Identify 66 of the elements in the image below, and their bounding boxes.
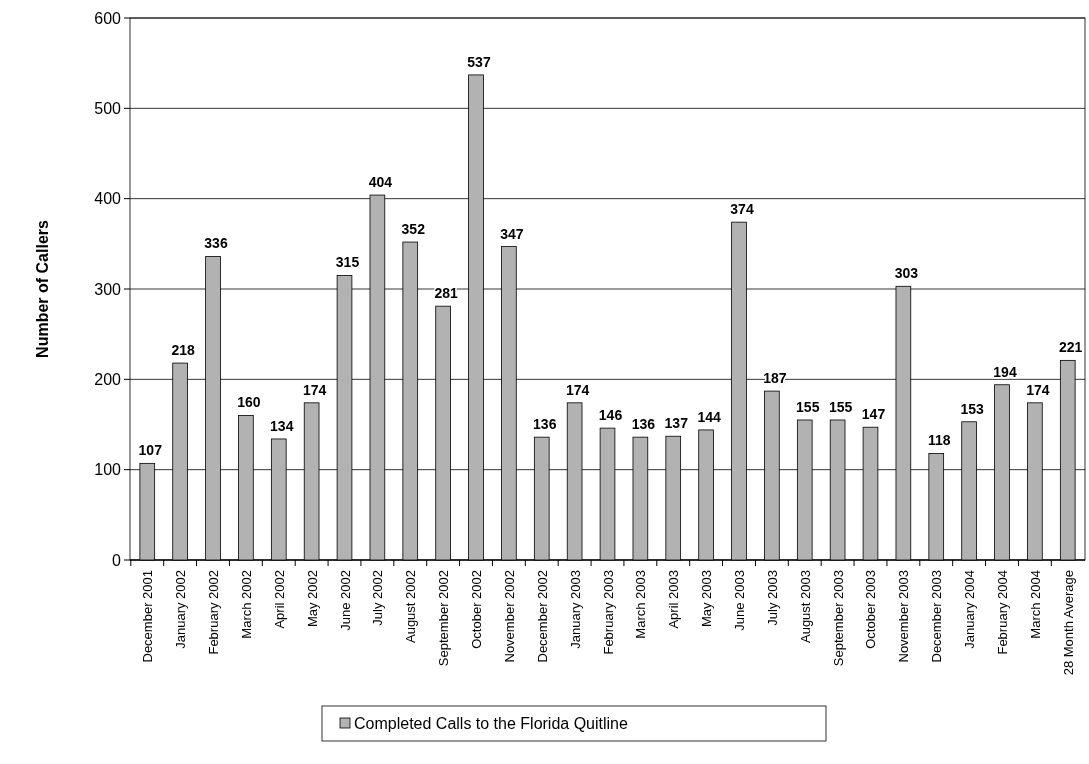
x-tick-label: January 2003 bbox=[567, 570, 583, 649]
x-tick-label: June 2003 bbox=[732, 570, 747, 631]
data-label: 174 bbox=[302, 381, 327, 398]
x-tick-label: March 2004 bbox=[1027, 570, 1043, 639]
data-label: 147 bbox=[861, 406, 886, 423]
x-tick-label: April 2002 bbox=[271, 570, 287, 629]
x-tick-label: August 2002 bbox=[403, 570, 419, 644]
data-label: 315 bbox=[335, 254, 360, 271]
y-tick-label: 100 bbox=[94, 461, 122, 479]
data-label: 174 bbox=[565, 381, 590, 398]
x-tick-label: April 2003 bbox=[666, 570, 682, 629]
data-label: 347 bbox=[500, 225, 524, 242]
data-label: 118 bbox=[927, 432, 951, 449]
data-label: 107 bbox=[138, 442, 163, 459]
x-tick-label: January 2004 bbox=[962, 570, 978, 649]
x-tick-label: June 2002 bbox=[337, 570, 353, 631]
x-tick-label: October 2003 bbox=[863, 570, 879, 649]
x-tick-label: July 2003 bbox=[764, 570, 780, 626]
y-tick-label: 600 bbox=[94, 9, 122, 27]
data-label: 218 bbox=[171, 342, 196, 359]
data-label: 281 bbox=[434, 285, 459, 302]
x-tick-label: September 2002 bbox=[436, 570, 452, 667]
data-label: 136 bbox=[631, 416, 656, 433]
x-tick-label: December 2001 bbox=[140, 570, 156, 663]
x-tick-label: December 2003 bbox=[929, 570, 945, 663]
data-label: 194 bbox=[993, 363, 1017, 380]
data-label: 153 bbox=[960, 400, 985, 417]
x-tick-label: December 2002 bbox=[534, 570, 550, 663]
x-tick-label: November 2003 bbox=[896, 570, 912, 663]
x-tick-label: February 2003 bbox=[600, 570, 616, 655]
x-tick-label: May 2003 bbox=[699, 570, 715, 628]
data-label: 144 bbox=[697, 408, 722, 425]
legend-label: Completed Calls to the Florida Quitline bbox=[354, 714, 629, 732]
x-tick-label: May 2002 bbox=[304, 570, 320, 628]
y-tick-label: 300 bbox=[94, 280, 122, 298]
data-label: 537 bbox=[467, 53, 491, 70]
x-tick-label: September 2003 bbox=[830, 570, 846, 667]
data-label: 404 bbox=[368, 174, 393, 191]
y-tick-label: 200 bbox=[94, 370, 122, 388]
x-tick-label: July 2002 bbox=[370, 570, 386, 626]
y-tick-label: 0 bbox=[112, 551, 122, 569]
x-tick-label: February 2004 bbox=[994, 570, 1010, 655]
x-tick-label: October 2002 bbox=[469, 570, 484, 649]
data-label: 221 bbox=[1059, 339, 1083, 356]
x-tick-label: November 2002 bbox=[501, 570, 517, 663]
data-label: 155 bbox=[828, 398, 853, 415]
x-tick-label: January 2002 bbox=[173, 570, 189, 649]
data-label: 160 bbox=[237, 394, 261, 411]
data-label: 374 bbox=[730, 201, 754, 218]
data-label: 336 bbox=[204, 235, 228, 252]
x-tick-label: February 2002 bbox=[206, 570, 222, 655]
data-label: 146 bbox=[598, 407, 623, 424]
x-tick-label: March 2002 bbox=[238, 570, 254, 639]
data-label: 136 bbox=[533, 416, 557, 433]
x-tick-label: 28 Month Average bbox=[1060, 570, 1076, 676]
data-label: 303 bbox=[894, 265, 919, 282]
data-label: 352 bbox=[401, 221, 426, 238]
data-label: 137 bbox=[664, 415, 689, 432]
data-label: 155 bbox=[796, 398, 820, 415]
y-tick-label: 500 bbox=[94, 99, 122, 117]
data-label: 134 bbox=[270, 417, 294, 434]
x-tick-label: August 2003 bbox=[797, 570, 813, 644]
x-tick-label: March 2003 bbox=[633, 570, 649, 639]
y-axis-title: Number of Callers bbox=[34, 219, 51, 358]
data-label: 174 bbox=[1026, 381, 1050, 398]
y-tick-label: 400 bbox=[94, 190, 122, 208]
